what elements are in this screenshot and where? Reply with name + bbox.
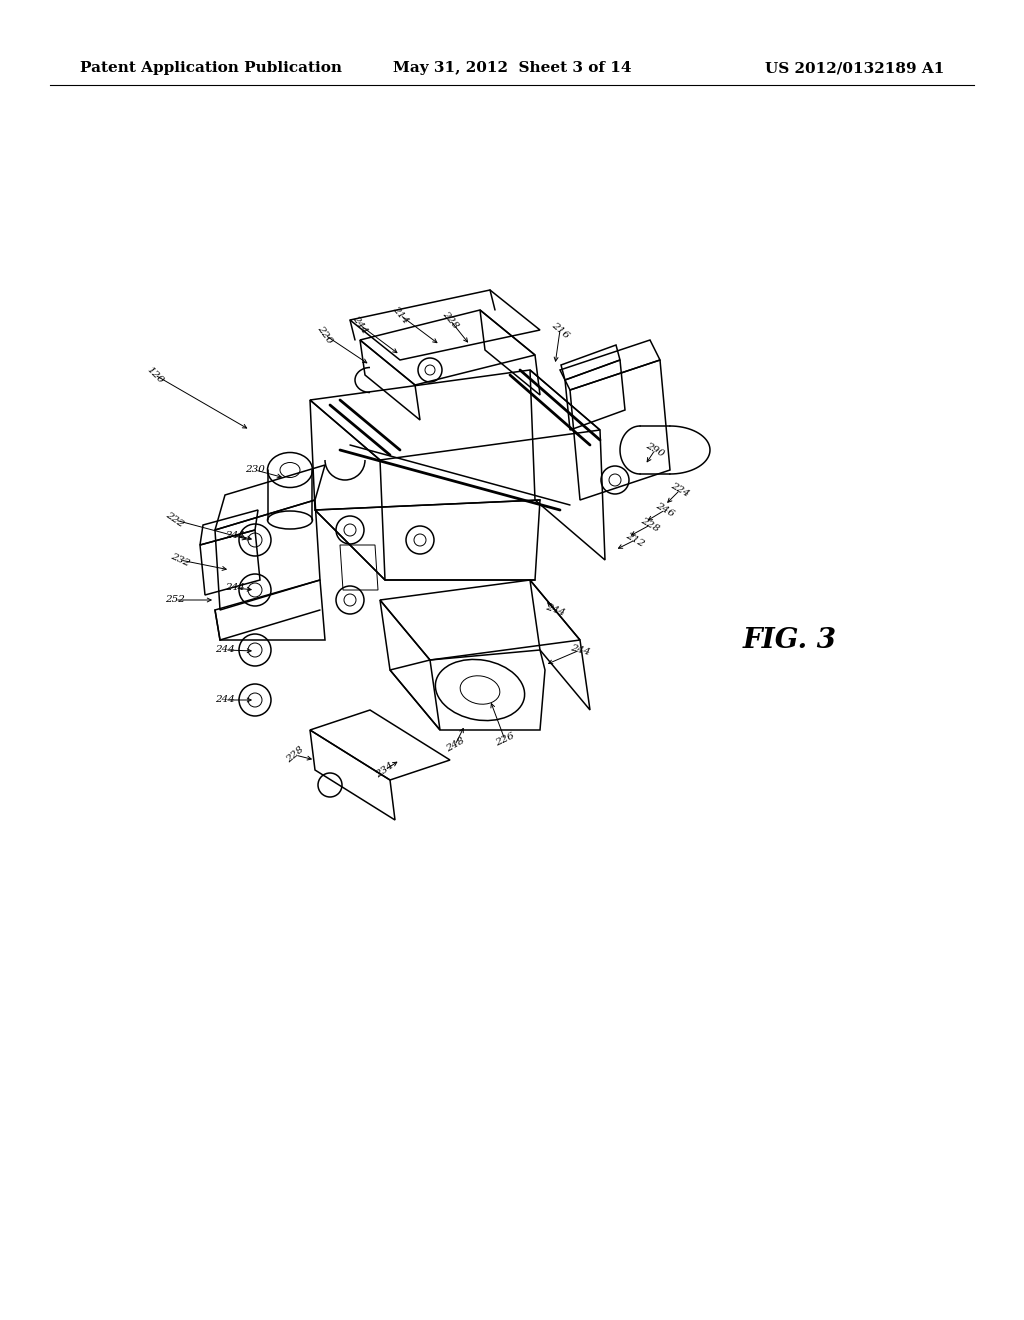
Text: 216: 216: [550, 321, 570, 339]
Text: 244: 244: [225, 531, 245, 540]
Text: Patent Application Publication: Patent Application Publication: [80, 61, 342, 75]
Text: 220: 220: [315, 325, 335, 346]
Text: 228: 228: [639, 516, 660, 533]
Text: 224: 224: [669, 480, 691, 499]
Text: 234: 234: [375, 760, 395, 779]
Text: 226: 226: [495, 731, 516, 748]
Text: 244: 244: [569, 643, 591, 657]
Text: US 2012/0132189 A1: US 2012/0132189 A1: [765, 61, 944, 75]
Text: 214: 214: [390, 305, 410, 326]
Text: 228: 228: [285, 746, 305, 764]
Text: 120: 120: [144, 364, 165, 385]
Text: 232: 232: [169, 552, 190, 569]
Text: May 31, 2012  Sheet 3 of 14: May 31, 2012 Sheet 3 of 14: [393, 61, 631, 75]
Text: 246: 246: [654, 502, 676, 519]
Text: 228: 228: [440, 309, 460, 330]
Text: FIG. 3: FIG. 3: [743, 627, 837, 653]
Text: 244: 244: [544, 602, 566, 618]
Text: 222: 222: [164, 511, 185, 529]
Text: 212: 212: [625, 531, 646, 549]
Text: 230: 230: [245, 466, 265, 474]
Text: 244: 244: [215, 696, 234, 705]
Text: 248: 248: [444, 737, 466, 754]
Text: 244: 244: [350, 314, 370, 335]
Text: 290: 290: [644, 441, 666, 459]
Text: 244: 244: [215, 645, 234, 655]
Text: 252: 252: [165, 595, 185, 605]
Text: 244: 244: [225, 583, 245, 593]
